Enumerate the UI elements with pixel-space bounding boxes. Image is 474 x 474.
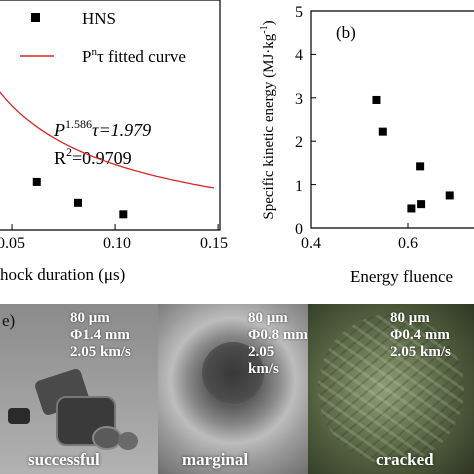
- caption-velocity: 2.05 km/s: [70, 344, 131, 360]
- caption-thickness: 80 μm: [248, 310, 288, 326]
- y-tick-label: 5: [295, 4, 303, 21]
- y-axis-label: Specific kinetic energy (MJ·kg-1): [259, 20, 277, 219]
- data-point: [73, 198, 82, 207]
- photo-successful: e) 80 μm Φ1.4 mm 2.05 km/s successful: [0, 304, 158, 474]
- caption-thickness: 80 μm: [390, 310, 430, 326]
- legend-marker-hns: [31, 13, 40, 22]
- x-tick-label: 0.4: [301, 235, 321, 252]
- bore-hole: [202, 342, 264, 404]
- x-tick-label: 0.10: [103, 235, 131, 252]
- x-axis-label: hock duration (μs): [0, 265, 125, 284]
- caption-diameter: Φ1.4 mm: [70, 327, 130, 343]
- photo-caption: 80 μm Φ1.4 mm 2.05 km/s: [70, 310, 131, 361]
- photo-cracked: 80 μm Φ0.4 mm 2.05 km/s cracked: [308, 304, 474, 474]
- y-tick-label: 2: [295, 134, 303, 151]
- panel-e-label: e): [2, 311, 16, 330]
- x-tick-label: 0.05: [0, 235, 25, 252]
- fragment-shape: [8, 408, 30, 424]
- photo-caption: 80 μm Φ0.4 mm 2.05 km/s: [390, 310, 451, 361]
- crack-texture: [318, 314, 464, 464]
- plot-b-ticks: [310, 10, 409, 229]
- caption-diameter: Φ0.4 mm: [390, 327, 450, 343]
- caption-thickness: 80 μm: [70, 310, 110, 326]
- fit-r-squared: R2=0.9709: [54, 145, 132, 168]
- data-point: [119, 210, 128, 219]
- caption-diameter: Φ0.8 mm: [248, 327, 308, 343]
- fit-curve: [0, 91, 215, 189]
- result-label: cracked: [376, 450, 434, 469]
- plot-a-x-ticks: [11, 224, 219, 230]
- y-tick-label: 4: [295, 47, 303, 64]
- hns-points: [32, 177, 128, 219]
- fragment-shape: [118, 432, 138, 450]
- caption-velocity: 2.05 km/s: [248, 344, 279, 377]
- x-tick-label: 0.6: [398, 235, 418, 252]
- fit-equation: P1.586τ=1.979: [53, 117, 151, 140]
- data-point: [416, 162, 425, 171]
- data-point: [417, 200, 426, 209]
- y-tick-label: 1: [295, 178, 303, 195]
- x-axis-label: Energy fluence: [350, 267, 453, 286]
- data-point: [445, 191, 454, 200]
- legend-hns-label: HNS: [82, 9, 116, 28]
- plot-b-frame: [310, 10, 474, 229]
- data-point: [372, 95, 381, 104]
- result-label: successful: [28, 450, 100, 469]
- y-tick-label: 3: [295, 91, 303, 108]
- panel-b-label: (b): [336, 23, 356, 42]
- energy-points: [372, 95, 454, 213]
- caption-velocity: 2.05 km/s: [390, 344, 451, 360]
- plot-a-frame: [0, 0, 221, 231]
- fit-curve-path: [0, 91, 215, 189]
- legend-fit-label: Pnτ fitted curve: [82, 46, 186, 66]
- panel-b-chart: 5 4 3 2 1 0 0.4 0.6 Specific kinetic ene…: [259, 4, 474, 286]
- photo-caption: 80 μm Φ0.8 mm 2.05 km/s: [248, 310, 308, 378]
- result-label: marginal: [182, 450, 249, 469]
- panel-a-chart: 0.05 0.10 0.15 hock duration (μs) HNS Pn…: [0, 0, 228, 284]
- data-point: [32, 177, 41, 186]
- y-tick-label: 0: [295, 221, 303, 238]
- data-point: [407, 204, 416, 213]
- data-point: [378, 127, 387, 136]
- x-tick-label: 0.15: [200, 235, 228, 252]
- photo-marginal: 80 μm Φ0.8 mm 2.05 km/s marginal: [158, 304, 308, 474]
